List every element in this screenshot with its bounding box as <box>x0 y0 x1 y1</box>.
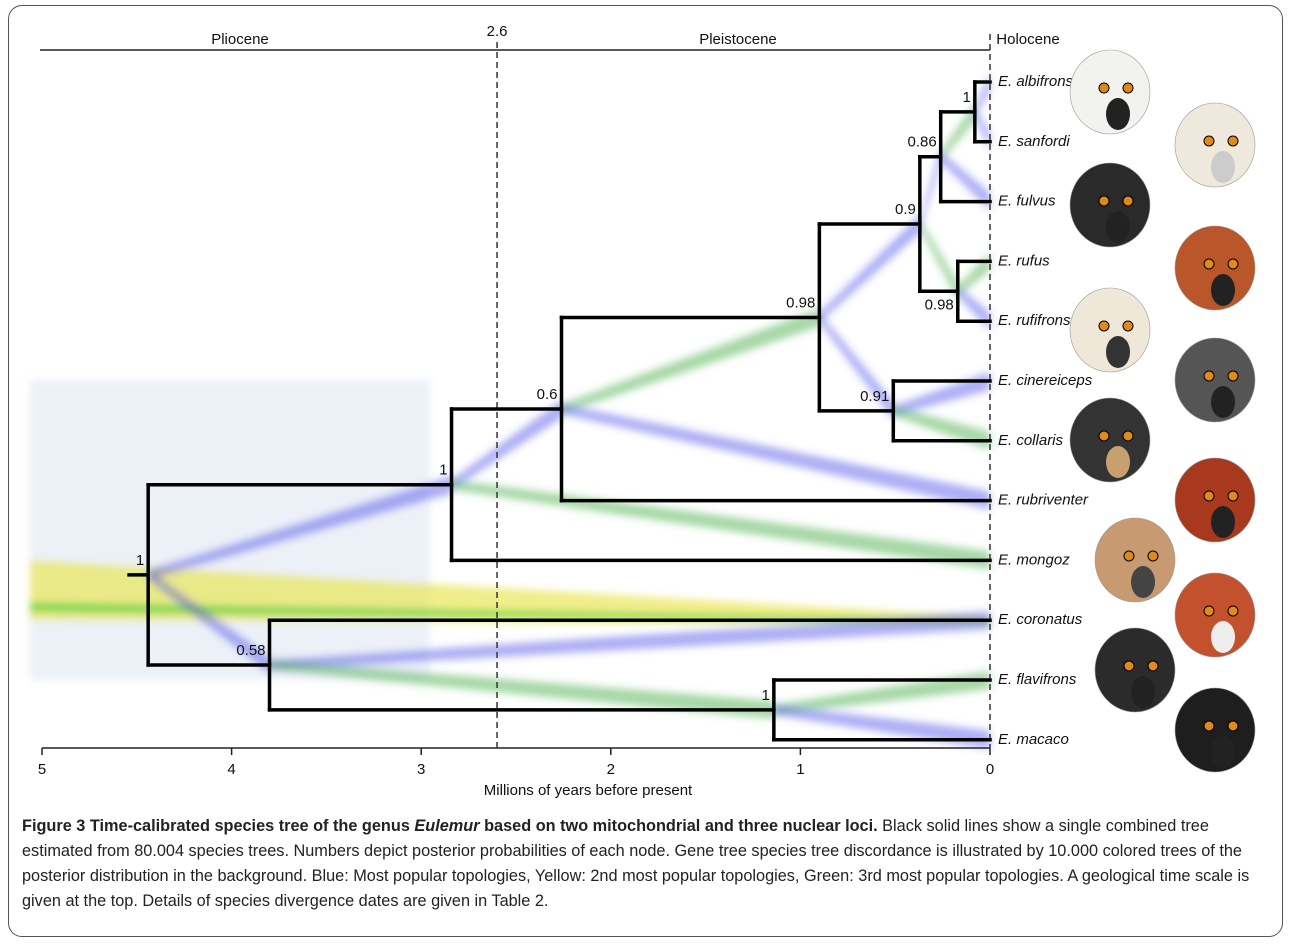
lemur-eye <box>1228 491 1238 501</box>
lemur-muzzle <box>1211 151 1235 183</box>
caption-title: based on two mitochondrial and three nuc… <box>484 817 878 835</box>
taxon-label: E. cinereiceps <box>998 372 1093 389</box>
background-fan <box>774 671 990 715</box>
lemur-muzzle <box>1211 386 1235 418</box>
background-fan <box>774 705 990 749</box>
lemur-eye <box>1228 721 1238 731</box>
posterior-label: 1 <box>439 462 447 479</box>
taxon-label: E. rufus <box>998 252 1050 269</box>
lemur-muzzle <box>1211 506 1235 538</box>
background-fan <box>562 308 820 414</box>
background-fan <box>920 148 941 229</box>
taxon-label: E. sanfordi <box>998 133 1070 150</box>
lemur-eye <box>1228 371 1238 381</box>
x-tick-label: 5 <box>38 761 46 778</box>
lemur-eye <box>1228 259 1238 269</box>
posterior-label: 0.58 <box>236 642 265 659</box>
background-fan <box>975 73 990 117</box>
lemur-eye <box>1099 431 1109 441</box>
background-fan <box>893 372 990 416</box>
lemur-muzzle <box>1211 621 1235 653</box>
lemur-eye <box>1228 606 1238 616</box>
posterior-label: 0.86 <box>908 134 937 151</box>
x-tick-label: 3 <box>417 761 425 778</box>
x-tick-label: 4 <box>227 761 235 778</box>
epoch-boundary-label: 2.6 <box>487 23 508 40</box>
lemur-eye <box>1204 721 1214 731</box>
lemur-eye <box>1204 259 1214 269</box>
lemur-muzzle <box>1211 274 1235 306</box>
caption-title: Time-calibrated species tree of the genu… <box>90 817 410 835</box>
lemur-eye <box>1124 661 1134 671</box>
lemur-muzzle <box>1106 211 1130 243</box>
taxon-label: E. collaris <box>998 432 1064 449</box>
taxon-label: E. albifrons <box>998 73 1074 90</box>
x-tick-label: 0 <box>986 761 994 778</box>
lemur-muzzle <box>1211 736 1235 768</box>
background-fan <box>819 215 919 322</box>
lemur-eye <box>1123 196 1133 206</box>
x-tick-label: 2 <box>607 761 615 778</box>
background-fan <box>958 286 990 330</box>
lemur-muzzle <box>1106 446 1130 478</box>
tree-figure: Pliocene Pleistocene Holocene Millions o… <box>0 0 1290 810</box>
taxon-label: E. rufifrons <box>998 312 1071 329</box>
caption: Figure 3 Time-calibrated species tree of… <box>22 814 1274 914</box>
background-fan <box>452 400 562 490</box>
posterior-label: 0.6 <box>537 386 558 403</box>
lemur-eye <box>1123 321 1133 331</box>
posterior-label: 1 <box>762 687 770 704</box>
caption-label: Figure 3 <box>22 817 85 835</box>
lemur-eye <box>1123 431 1133 441</box>
background-fan <box>920 219 958 300</box>
taxon-label: E. flavifrons <box>998 671 1077 688</box>
taxon-label: E. coronatus <box>998 611 1083 628</box>
lemur-muzzle <box>1131 676 1155 708</box>
caption-genus: Eulemur <box>414 817 479 835</box>
lemur-eye <box>1123 83 1133 93</box>
background-fan <box>893 406 990 450</box>
lemur-eye <box>1204 136 1214 146</box>
lemur-muzzle <box>1106 98 1130 130</box>
taxon-label: E. macaco <box>998 731 1069 748</box>
x-axis-title: Millions of years before present <box>484 782 693 799</box>
taxon-label: E. rubriventer <box>998 492 1089 509</box>
lemur-eye <box>1099 321 1109 331</box>
epoch-label: Holocene <box>996 31 1059 48</box>
lemur-eye <box>1204 606 1214 616</box>
lemur-eye <box>1204 491 1214 501</box>
background-fan <box>975 107 990 151</box>
x-tick-label: 1 <box>796 761 804 778</box>
posterior-label: 0.91 <box>860 388 889 405</box>
lemur-eye <box>1228 136 1238 146</box>
posterior-label: 0.9 <box>895 201 916 218</box>
lemur-muzzle <box>1106 336 1130 368</box>
lemur-muzzle <box>1131 566 1155 598</box>
lemur-eye <box>1099 83 1109 93</box>
epoch-label: Pliocene <box>211 31 269 48</box>
lemur-eye <box>1148 551 1158 561</box>
lemur-eye <box>1204 371 1214 381</box>
lemur-eye <box>1148 661 1158 671</box>
background-fan <box>452 480 990 570</box>
posterior-label: 1 <box>962 89 970 106</box>
taxon-label: E. fulvus <box>998 193 1056 210</box>
posterior-label: 0.98 <box>786 294 815 311</box>
epoch-label: Pleistocene <box>699 31 777 48</box>
taxon-label: E. mongoz <box>998 551 1070 568</box>
lemur-eye <box>1099 196 1109 206</box>
background-fan <box>958 252 990 296</box>
posterior-label: 1 <box>136 552 144 569</box>
lemur-eye <box>1124 551 1134 561</box>
posterior-label: 0.98 <box>925 296 954 313</box>
